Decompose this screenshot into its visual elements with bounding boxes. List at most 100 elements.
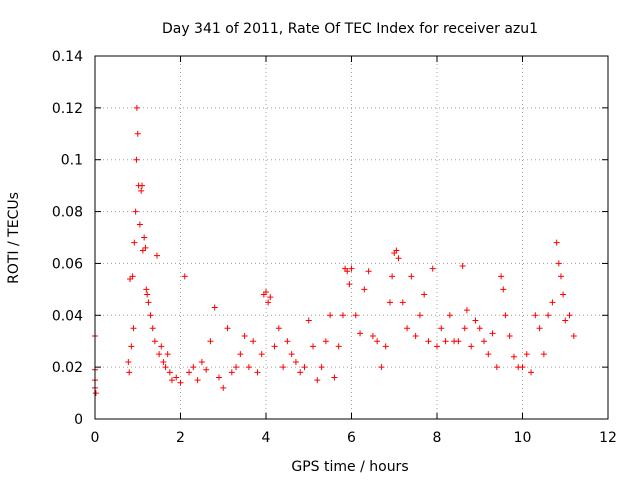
data-point <box>566 312 573 319</box>
data-point <box>562 317 569 324</box>
data-point <box>156 351 163 358</box>
data-point <box>130 325 137 332</box>
y-tick-label: 0.08 <box>52 205 83 221</box>
data-point <box>374 338 381 345</box>
data-point <box>361 286 368 293</box>
data-point <box>254 369 261 376</box>
data-point <box>301 364 308 371</box>
data-point <box>132 208 139 215</box>
data-point <box>318 364 325 371</box>
data-point <box>553 239 560 246</box>
data-point <box>203 366 210 373</box>
data-point <box>549 299 556 306</box>
data-point <box>228 369 235 376</box>
data-point <box>142 244 149 251</box>
data-point <box>134 130 141 137</box>
data-point <box>393 247 400 254</box>
data-point <box>92 390 99 397</box>
data-point <box>378 364 385 371</box>
data-point <box>560 291 567 298</box>
data-point <box>545 312 552 319</box>
y-tick-label: 0 <box>74 412 83 428</box>
data-point <box>369 333 376 340</box>
data-point <box>207 338 214 345</box>
data-point <box>500 286 507 293</box>
data-point <box>485 351 492 358</box>
data-points <box>92 104 577 397</box>
data-point <box>129 273 136 280</box>
data-point <box>151 338 158 345</box>
data-point <box>211 304 218 311</box>
data-point <box>408 273 415 280</box>
data-point <box>160 358 167 365</box>
data-point <box>493 364 500 371</box>
x-tick-label: 10 <box>514 430 532 446</box>
data-point <box>386 299 393 306</box>
data-point <box>532 312 539 319</box>
data-point <box>168 377 175 384</box>
data-point <box>555 260 562 267</box>
data-point <box>284 338 291 345</box>
data-point <box>331 374 338 381</box>
data-point <box>399 299 406 306</box>
data-point <box>162 364 169 371</box>
data-point <box>233 364 240 371</box>
x-tick-label: 4 <box>262 430 271 446</box>
data-point <box>194 377 201 384</box>
data-point <box>144 291 151 298</box>
data-point <box>335 343 342 350</box>
x-tick-label: 8 <box>433 430 442 446</box>
data-point <box>472 317 479 324</box>
data-point <box>297 369 304 376</box>
data-point <box>131 239 138 246</box>
data-point <box>468 343 475 350</box>
data-point <box>327 312 334 319</box>
data-point <box>265 299 272 306</box>
data-point <box>322 338 329 345</box>
data-point <box>224 325 231 332</box>
data-point <box>125 358 132 365</box>
data-point <box>149 325 156 332</box>
data-point <box>139 247 146 254</box>
data-point <box>245 364 252 371</box>
data-point <box>263 288 269 295</box>
data-point <box>434 343 440 350</box>
data-point <box>147 312 154 319</box>
data-point <box>389 273 396 280</box>
data-point <box>438 325 445 332</box>
data-point <box>404 325 411 332</box>
data-point <box>280 364 287 371</box>
data-point <box>181 273 188 280</box>
data-point <box>153 252 160 259</box>
data-point <box>481 338 488 345</box>
grid-lines <box>95 56 608 419</box>
data-point <box>267 294 274 301</box>
data-point <box>498 273 505 280</box>
y-axis-label: ROTI / TECUs <box>6 192 22 284</box>
x-tick-label: 12 <box>599 430 617 446</box>
data-point <box>133 156 140 163</box>
data-point <box>145 299 152 306</box>
data-point <box>339 312 346 319</box>
data-point <box>519 364 526 371</box>
data-point <box>288 351 295 358</box>
data-point <box>344 268 351 275</box>
data-point <box>177 379 184 386</box>
data-point <box>446 312 453 319</box>
data-point <box>250 338 257 345</box>
data-point <box>164 351 171 358</box>
data-point <box>314 377 321 384</box>
data-point <box>237 351 244 358</box>
data-point <box>220 384 227 391</box>
data-point <box>292 358 299 365</box>
data-point <box>425 338 432 345</box>
data-point <box>198 358 205 365</box>
data-point <box>557 273 564 280</box>
y-tick-label: 0.14 <box>52 49 83 65</box>
data-point <box>489 330 496 337</box>
data-point <box>258 351 265 358</box>
data-point <box>416 312 423 319</box>
data-point <box>348 265 355 272</box>
data-point <box>275 325 282 332</box>
